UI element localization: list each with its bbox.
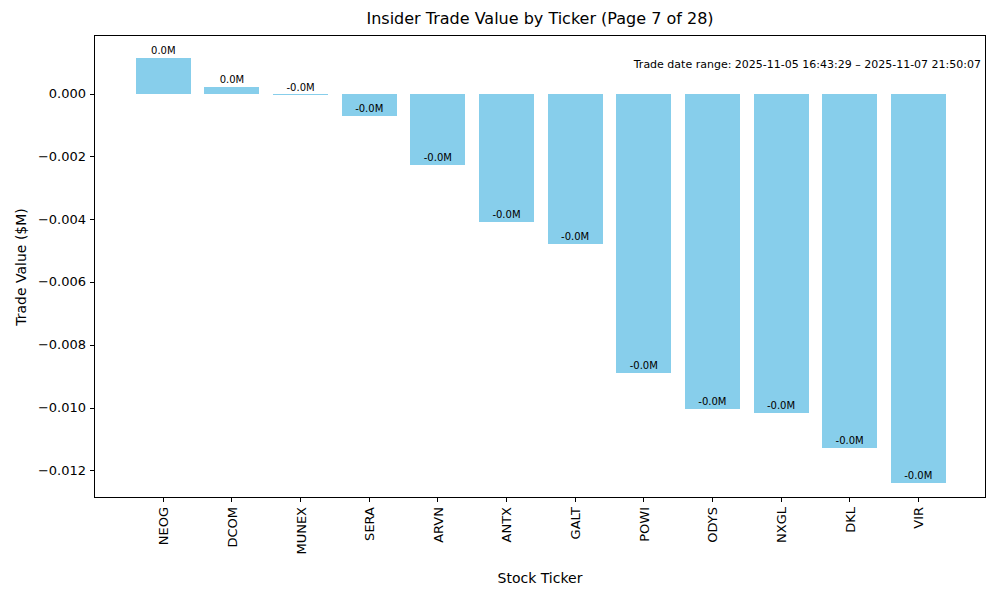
bar-value-label: -0.0M: [410, 152, 465, 163]
x-tick-label-powi: POWI: [636, 507, 651, 542]
bar-antx: [479, 94, 534, 222]
bar-munex: [273, 94, 328, 95]
bar-value-label: 0.0M: [136, 45, 191, 56]
y-tick-label: −0.010: [0, 401, 86, 415]
bar-powi: [616, 94, 671, 373]
x-tick-label-vir: VIR: [911, 507, 926, 529]
y-tick-mark: [90, 94, 94, 95]
y-tick-mark: [90, 219, 94, 220]
bar-dcom: [204, 87, 259, 94]
bar-value-label: -0.0M: [479, 209, 534, 220]
bar-value-label: -0.0M: [273, 82, 328, 93]
x-tick-mark: [575, 498, 576, 502]
x-tick-label-dkl: DKL: [842, 507, 857, 533]
bar-neog: [136, 58, 191, 94]
bar-nxgl: [754, 94, 809, 413]
y-tick-mark: [90, 408, 94, 409]
x-tick-mark: [163, 498, 164, 502]
x-tick-mark: [437, 498, 438, 502]
x-tick-mark: [369, 498, 370, 502]
bar-value-label: 0.0M: [204, 74, 259, 85]
y-axis-label: Trade Value ($M): [13, 208, 29, 326]
x-tick-mark: [712, 498, 713, 502]
y-tick-mark: [90, 470, 94, 471]
bar-value-label: -0.0M: [685, 396, 740, 407]
x-tick-label-nxgl: NXGL: [774, 507, 789, 543]
x-tick-label-dcom: DCOM: [224, 507, 239, 548]
y-tick-mark: [90, 156, 94, 157]
x-tick-label-odys: ODYS: [705, 507, 720, 543]
chart-title: Insider Trade Value by Ticker (Page 7 of…: [94, 9, 986, 28]
bar-value-label: -0.0M: [891, 470, 946, 481]
x-tick-label-galt: GALT: [568, 507, 583, 539]
bar-value-label: -0.0M: [822, 435, 877, 446]
y-tick-mark: [90, 282, 94, 283]
x-tick-label-arvn: ARVN: [430, 507, 445, 543]
bar-value-label: -0.0M: [754, 400, 809, 411]
x-tick-label-neog: NEOG: [156, 507, 171, 545]
x-tick-mark: [231, 498, 232, 502]
bar-value-label: -0.0M: [548, 231, 603, 242]
bar-galt: [548, 94, 603, 244]
bar-value-label: -0.0M: [616, 360, 671, 371]
x-tick-label-sera: SERA: [362, 507, 377, 541]
date-range-annotation: Trade date range: 2025-11-05 16:43:29 – …: [634, 58, 981, 72]
y-tick-label: −0.012: [0, 464, 86, 478]
x-tick-mark: [643, 498, 644, 502]
x-tick-mark: [300, 498, 301, 502]
x-tick-mark: [506, 498, 507, 502]
x-tick-label-munex: MUNEX: [293, 507, 308, 555]
x-tick-mark: [781, 498, 782, 502]
bar-dkl: [822, 94, 877, 448]
bar-vir: [891, 94, 946, 483]
y-tick-label: −0.008: [0, 338, 86, 352]
y-tick-label: −0.002: [0, 150, 86, 164]
bar-odys: [685, 94, 740, 409]
x-axis-label: Stock Ticker: [94, 570, 986, 586]
bar-value-label: -0.0M: [342, 103, 397, 114]
chart-figure: Insider Trade Value by Ticker (Page 7 of…: [0, 0, 1000, 600]
y-tick-mark: [90, 345, 94, 346]
x-tick-label-antx: ANTX: [499, 507, 514, 542]
y-tick-label: 0.000: [0, 87, 86, 101]
x-tick-mark: [918, 498, 919, 502]
x-tick-mark: [849, 498, 850, 502]
